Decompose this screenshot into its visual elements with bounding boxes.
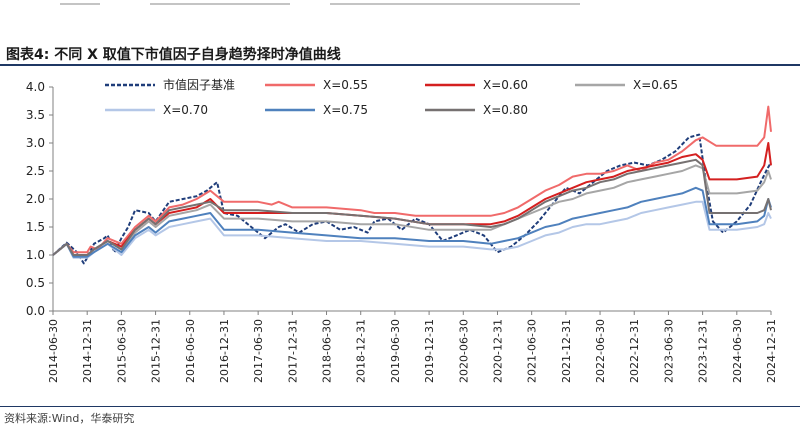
x-tick-label: 2023-06-30 [662,319,675,383]
y-tick-label: 2.5 [26,164,45,178]
x-tick-label: 2022-06-30 [594,319,607,383]
series-line [52,200,772,259]
x-tick-label: 2023-12-31 [697,319,710,383]
legend-label: X=0.70 [163,103,208,117]
x-tick-label: 2014-12-31 [81,319,94,383]
x-tick-label: 2017-06-30 [252,319,265,383]
legend-label: X=0.65 [633,78,678,92]
series-line [52,158,772,256]
x-tick-label: 2019-12-31 [423,319,436,383]
chart-area: 0.0 0.5 1.0 1.5 2.0 2.5 3.0 3.5 4.0 2014-06-30 201… [0,66,800,406]
series-line [52,186,772,258]
y-tick-label: 3.5 [26,108,45,122]
legend-label: X=0.75 [323,103,368,117]
legend-label: X=0.55 [323,78,368,92]
x-tick-label: 2020-12-31 [491,319,504,383]
cropped-header-marks [60,3,580,5]
footer-rule [0,406,800,407]
legend-label: X=0.60 [483,78,528,92]
y-tick-label: 4.0 [26,80,45,94]
y-tick-label: 1.5 [26,220,45,234]
x-tick-label: 2015-12-31 [150,319,163,383]
x-tick-label: 2019-06-30 [389,319,402,383]
x-tick-label: 2022-12-31 [628,319,641,383]
x-tick-label: 2015-06-30 [115,319,128,383]
x-tick-label: 2018-06-30 [321,319,334,383]
series-line [52,164,772,256]
y-tick-label: 1.0 [26,248,45,262]
x-tick-label: 2014-06-30 [47,319,60,383]
x-tick-label: 2020-06-30 [457,319,470,383]
x-tick-label: 2021-12-31 [560,319,573,383]
figure-header: 图表4: 不同 X 取值下市值因子自身趋势择时净值曲线 [0,36,800,66]
x-tick-label: 2016-06-30 [184,319,197,383]
x-tick-label: 2017-12-31 [286,319,299,383]
y-tick-label: 3.0 [26,136,45,150]
legend-label: 市值因子基准 [163,77,235,92]
series-line [52,105,772,256]
x-tick-label: 2016-12-31 [218,319,231,383]
series-line [52,133,772,265]
x-tick-label: 2018-12-31 [355,319,368,383]
x-tick-label: 2024-12-31 [765,319,778,383]
figure-footer: 资料来源:Wind，华泰研究 [0,404,800,431]
cropped-header-fragment [0,0,800,14]
source-note: 资料来源:Wind，华泰研究 [4,412,135,425]
x-tick-label: 2024-06-30 [731,319,744,383]
y-tick-label: 0.5 [26,276,45,290]
y-tick-label: 0.0 [26,304,45,318]
header-rule [0,64,800,66]
legend-label: X=0.80 [483,103,528,117]
y-tick-label: 2.0 [26,192,45,206]
line-chart: 0.0 0.5 1.0 1.5 2.0 2.5 3.0 3.5 4.0 2014-06-30 201… [26,77,778,383]
figure-title: 图表4: 不同 X 取值下市值因子自身趋势择时净值曲线 [6,47,341,63]
x-tick-label: 2021-06-30 [526,319,539,383]
